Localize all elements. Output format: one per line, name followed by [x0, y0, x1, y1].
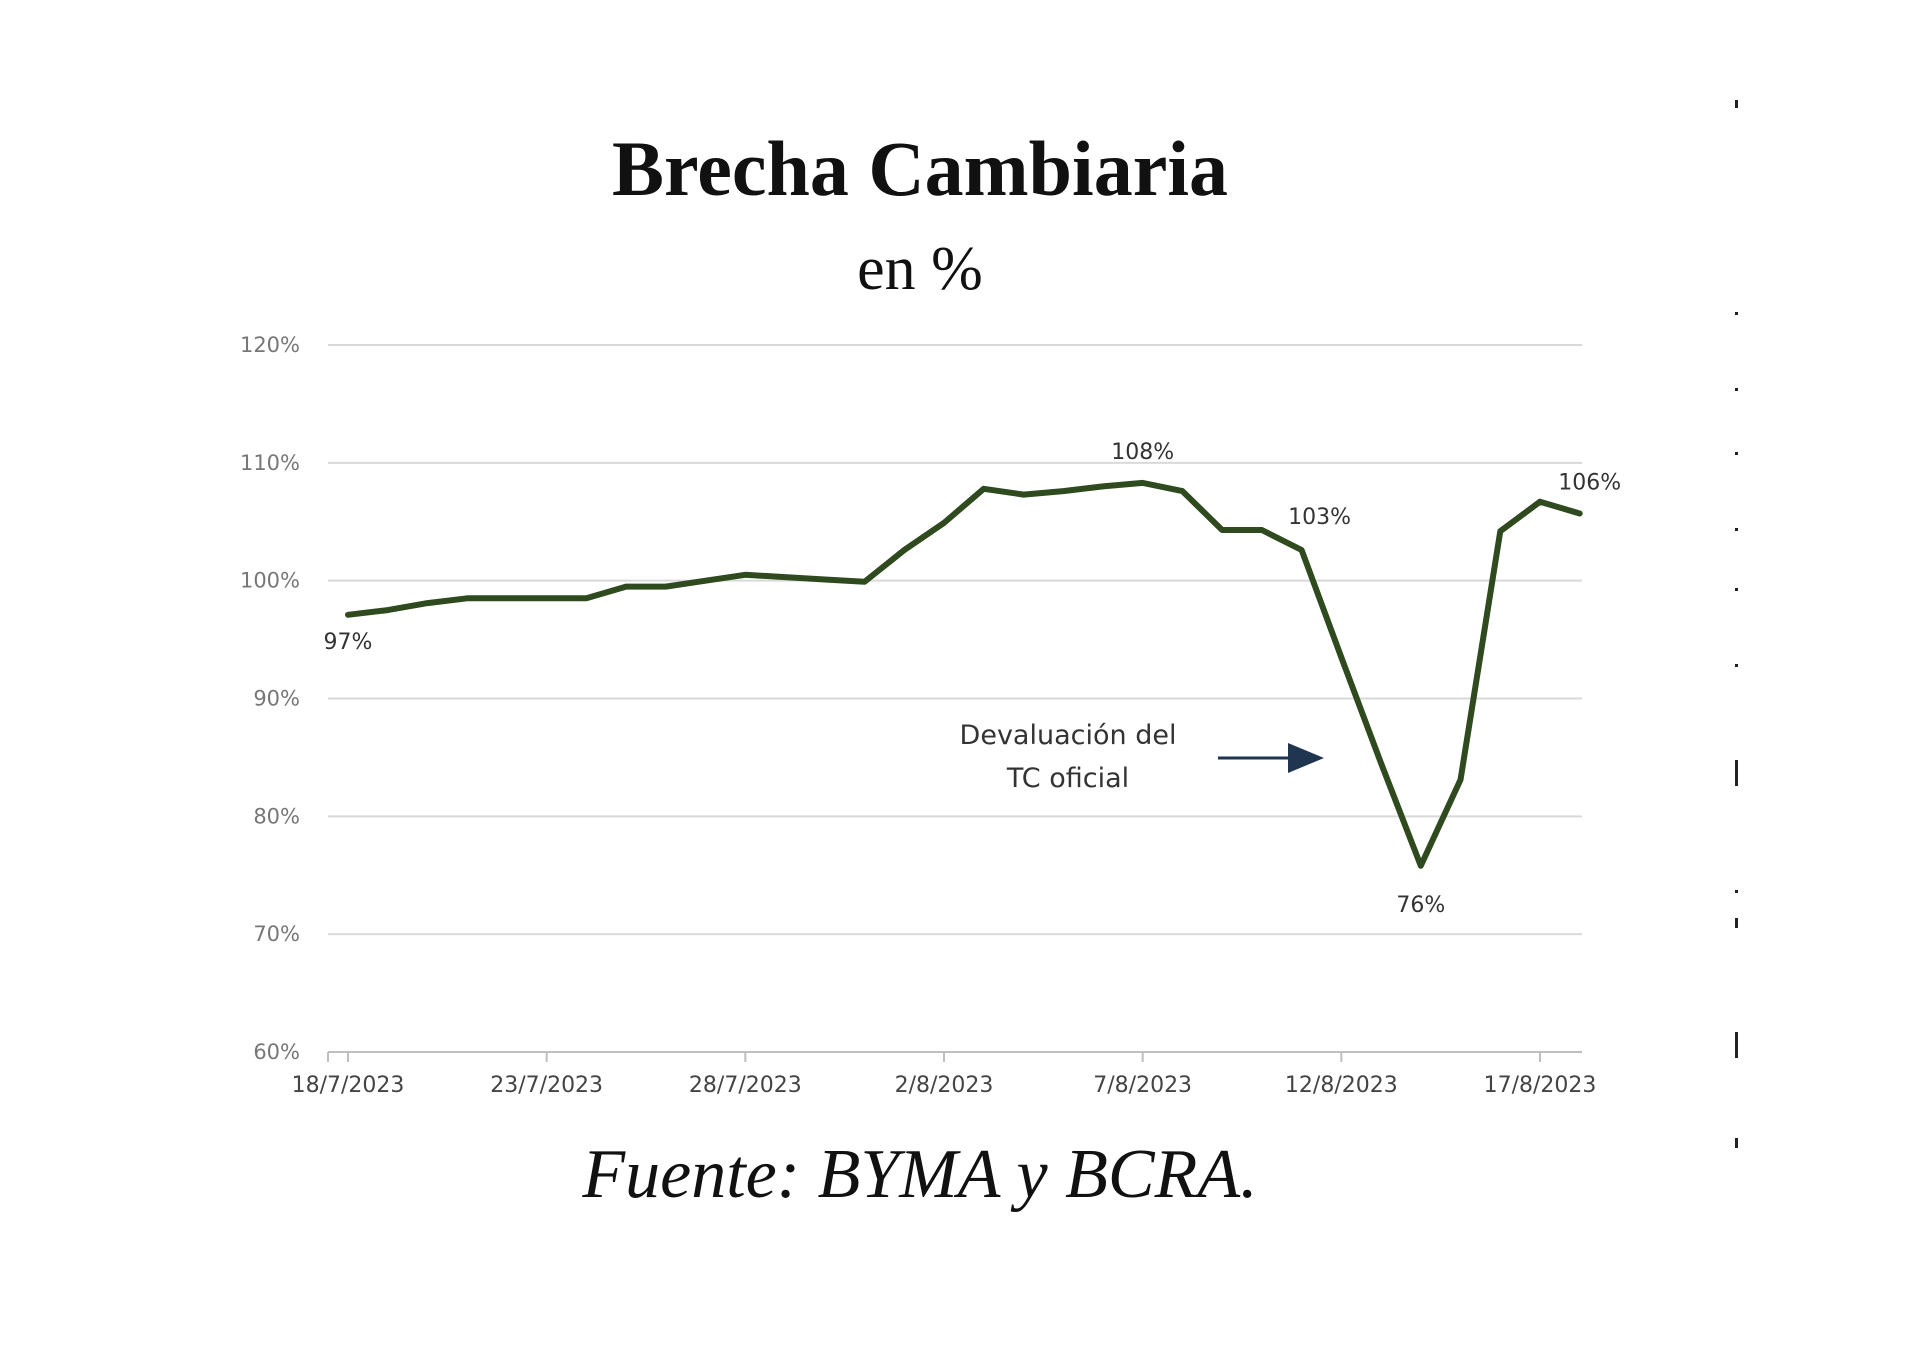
edge-mark [1735, 312, 1738, 315]
x-tick-label: 7/8/2023 [1093, 1073, 1192, 1098]
x-tick-label: 18/7/2023 [292, 1073, 405, 1098]
y-tick-label: 90% [253, 687, 300, 711]
gridlines [328, 344, 1582, 936]
y-tick-label: 60% [253, 1040, 300, 1064]
data-label: 76% [1396, 893, 1445, 918]
edge-mark [1735, 388, 1738, 391]
edge-mark [1735, 528, 1738, 531]
edge-mark [1735, 100, 1738, 108]
edge-mark [1735, 918, 1738, 928]
y-axis: 120% 110% 100% 90% 80% 70% 60% [240, 333, 300, 1064]
y-tick-label: 110% [240, 451, 300, 475]
annotation-line-1: Devaluación del [960, 720, 1177, 751]
x-tick-label: 17/8/2023 [1484, 1073, 1597, 1098]
edge-mark [1735, 664, 1738, 667]
x-tick-label: 28/7/2023 [689, 1073, 802, 1098]
series-layer [345, 479, 1583, 869]
edge-mark [1735, 760, 1738, 786]
edge-mark [1735, 588, 1738, 591]
data-label: 97% [324, 630, 373, 655]
annotation: Devaluación del TC oficial [960, 720, 1324, 794]
y-tick-label: 100% [240, 569, 300, 593]
data-label: 106% [1558, 471, 1621, 496]
data-label: 103% [1288, 505, 1351, 530]
data-labels: 97% 108% 103% 76% 106% [324, 440, 1622, 918]
edge-mark [1735, 890, 1738, 893]
chart-title: Brecha Cambiaria [611, 125, 1228, 212]
x-tick-label: 2/8/2023 [895, 1073, 994, 1098]
data-label: 108% [1111, 440, 1174, 465]
x-tick-label: 12/8/2023 [1285, 1073, 1398, 1098]
edge-mark [1735, 1032, 1738, 1058]
chart-subtitle: en % [857, 235, 983, 303]
source-note: Fuente: BYMA y BCRA. [582, 1136, 1258, 1213]
x-axis: 18/7/2023 23/7/2023 28/7/2023 2/8/2023 7/8/2… [292, 1051, 1597, 1098]
y-tick-label: 120% [240, 333, 300, 357]
annotation-line-2: TC oficial [1006, 763, 1129, 794]
edge-mark [1735, 452, 1738, 455]
edge-mark [1735, 1138, 1738, 1148]
y-tick-label: 70% [253, 922, 300, 946]
series-line [345, 479, 1583, 869]
x-tick-label: 23/7/2023 [490, 1073, 603, 1098]
y-tick-label: 80% [253, 804, 300, 828]
